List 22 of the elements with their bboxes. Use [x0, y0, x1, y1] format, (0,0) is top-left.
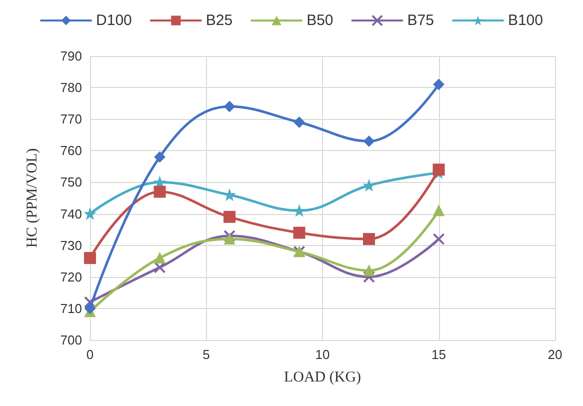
legend-label: D100: [96, 12, 132, 29]
y-tick-label: 720: [60, 269, 82, 284]
x-tick-label: 15: [432, 347, 446, 362]
y-axis-title: HC (PPM/VOL): [24, 148, 40, 248]
x-tick-label: 0: [86, 347, 94, 362]
x-tick-label: 10: [315, 347, 330, 362]
x-axis-title: LOAD (KG): [284, 370, 362, 386]
y-tick-label: 740: [60, 206, 82, 222]
y-tick-label: 780: [60, 80, 82, 96]
x-tick-label: 5: [202, 347, 210, 362]
y-tick-label: 760: [60, 143, 82, 158]
legend-label: B75: [407, 12, 434, 29]
y-tick-label: 700: [60, 332, 82, 348]
y-tick-label: 770: [60, 112, 82, 127]
y-tick-label: 710: [60, 300, 82, 316]
legend-label: B50: [306, 12, 334, 29]
legend-label: B25: [206, 12, 233, 29]
y-tick-label: 750: [60, 174, 82, 190]
legend-label: B100: [508, 12, 543, 29]
y-tick-label: 790: [60, 48, 82, 64]
y-tick-label: 730: [60, 238, 82, 253]
x-tick-label: 20: [548, 347, 562, 362]
